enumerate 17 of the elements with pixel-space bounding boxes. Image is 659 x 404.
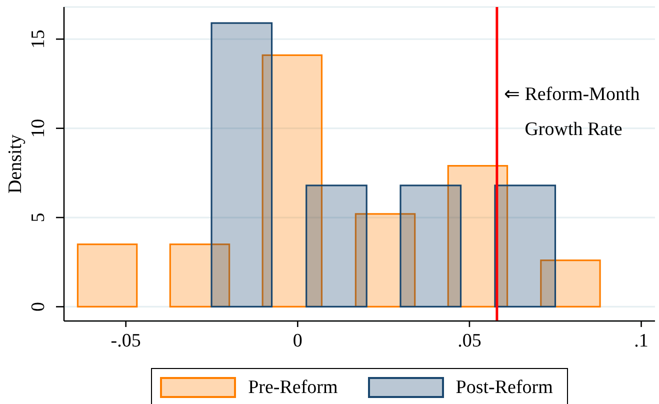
bar bbox=[494, 184, 556, 308]
legend-label: Pre-Reform bbox=[248, 377, 338, 398]
bar bbox=[76, 243, 138, 308]
y-tick-label: 5 bbox=[28, 212, 49, 222]
y-axis-title: Density bbox=[5, 134, 26, 194]
y-tick-label: 15 bbox=[28, 30, 49, 49]
bar bbox=[210, 22, 273, 308]
ref-line-label: ⇐ Reform-Month Growth Rate bbox=[504, 84, 640, 140]
x-tick-label: 0 bbox=[292, 330, 302, 352]
x-tick-label: .1 bbox=[634, 330, 648, 352]
y-tick-label: 10 bbox=[28, 118, 49, 138]
bar bbox=[306, 184, 368, 308]
x-tick-label: .05 bbox=[458, 330, 482, 352]
bar bbox=[400, 184, 462, 308]
legend-label: Post-Reform bbox=[456, 377, 553, 398]
y-tick-label: 0 bbox=[28, 302, 49, 312]
x-tick-label: -.05 bbox=[110, 330, 141, 352]
